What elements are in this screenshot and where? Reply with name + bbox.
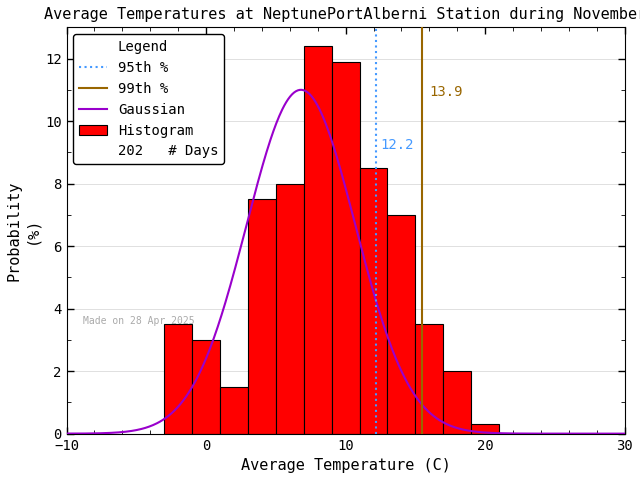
- Bar: [444, 371, 471, 433]
- Bar: [192, 340, 220, 433]
- Y-axis label: Probability
(%): Probability (%): [7, 180, 39, 281]
- Bar: [304, 46, 332, 433]
- X-axis label: Average Temperature (C): Average Temperature (C): [241, 458, 451, 473]
- Bar: [276, 183, 304, 433]
- Bar: [387, 215, 415, 433]
- Text: Made on 28 Apr 2025: Made on 28 Apr 2025: [83, 316, 195, 326]
- Bar: [471, 424, 499, 433]
- Bar: [332, 61, 360, 433]
- Title: Average Temperatures at NeptunePortAlberni Station during November: Average Temperatures at NeptunePortAlber…: [44, 7, 640, 22]
- Text: 12.2: 12.2: [381, 138, 414, 152]
- Text: 13.9: 13.9: [429, 85, 463, 99]
- Legend: Legend, 95th %, 99th %, Gaussian, Histogram, 202   # Days: Legend, 95th %, 99th %, Gaussian, Histog…: [74, 34, 224, 164]
- Bar: [360, 168, 387, 433]
- Bar: [220, 387, 248, 433]
- Bar: [248, 199, 276, 433]
- Bar: [164, 324, 192, 433]
- Bar: [415, 324, 444, 433]
